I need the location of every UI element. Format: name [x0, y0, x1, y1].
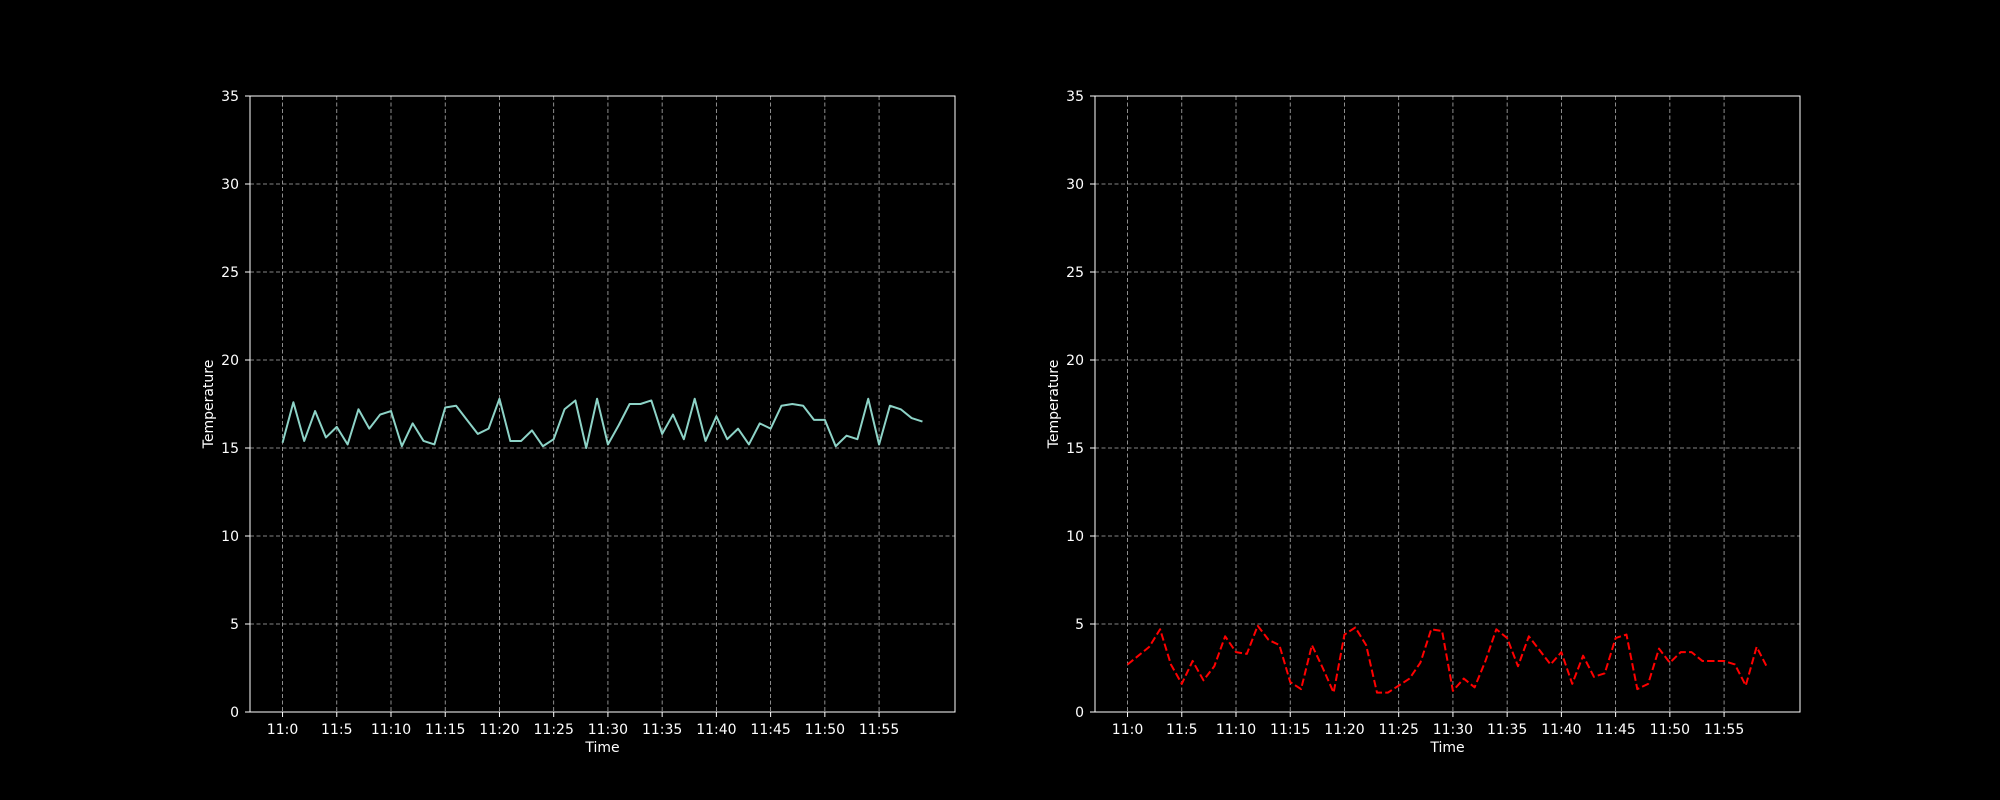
axes-frame	[245, 95, 956, 717]
y-tick-label: 5	[1075, 617, 1084, 633]
x-tick-label: 11:10	[1216, 722, 1256, 738]
x-tick-label: 11:0	[267, 722, 298, 738]
y-tick-label: 15	[1066, 441, 1084, 457]
x-tick-label: 11:20	[479, 722, 519, 738]
x-tick-label: 11:45	[750, 722, 790, 738]
x-tick-label: 11:15	[425, 722, 465, 738]
axes-spines	[1094, 95, 1801, 713]
y-axis-label: Temperature	[201, 360, 217, 450]
series-line	[1126, 624, 1769, 694]
tick-labels: 11:0 11:5 11:10 11:15 11:20 11:25 11:30 11:35 11…	[221, 89, 899, 738]
y-tick-label: 25	[1066, 265, 1084, 281]
chart-left: 11:0 11:5 11:10 11:15 11:20 11:25 11:30 11:35 11…	[201, 89, 956, 756]
x-tick-label: 11:55	[1704, 722, 1744, 738]
x-tick-label: 11:50	[805, 722, 845, 738]
y-tick-label: 25	[221, 265, 239, 281]
plot-area	[1126, 624, 1769, 694]
x-tick-label: 11:5	[1166, 722, 1197, 738]
x-tick-label: 11:30	[1433, 722, 1473, 738]
y-tick-label: 0	[1075, 705, 1084, 721]
y-tick-label: 15	[221, 441, 239, 457]
y-tick-label: 30	[1066, 177, 1084, 193]
x-tick-label: 11:25	[1379, 722, 1419, 738]
plot-area	[281, 397, 923, 449]
x-tick-label: 11:35	[642, 722, 682, 738]
y-tick-label: 10	[1066, 529, 1084, 545]
x-tick-label: 11:5	[321, 722, 352, 738]
y-tick-label: 20	[1066, 353, 1084, 369]
x-tick-label: 11:25	[534, 722, 574, 738]
x-tick-label: 11:0	[1112, 722, 1143, 738]
y-axis-label: Temperature	[1046, 360, 1062, 450]
x-tick-label: 11:40	[696, 722, 736, 738]
y-tick-label: 0	[230, 705, 239, 721]
y-tick-label: 35	[1066, 89, 1084, 105]
x-tick-label: 11:15	[1270, 722, 1310, 738]
y-tick-label: 30	[221, 177, 239, 193]
y-tick-label: 5	[230, 617, 239, 633]
tick-labels: 11:0 11:5 11:10 11:15 11:20 11:25 11:30 11:35 11…	[1066, 89, 1744, 738]
x-tick-label: 11:50	[1650, 722, 1690, 738]
x-axis-label: Time	[1429, 740, 1464, 756]
axes-frame	[1090, 95, 1801, 717]
axes-spines	[249, 95, 956, 713]
x-tick-label: 11:30	[588, 722, 628, 738]
x-tick-label: 11:10	[371, 722, 411, 738]
x-tick-label: 11:35	[1487, 722, 1527, 738]
x-tick-label: 11:20	[1324, 722, 1364, 738]
y-tick-label: 20	[221, 353, 239, 369]
chart-right: 11:0 11:5 11:10 11:15 11:20 11:25 11:30 11:35 11…	[1046, 89, 1801, 756]
x-tick-label: 11:45	[1595, 722, 1635, 738]
x-axis-label: Time	[584, 740, 619, 756]
y-tick-label: 35	[221, 89, 239, 105]
y-tick-label: 10	[221, 529, 239, 545]
x-tick-label: 11:40	[1541, 722, 1581, 738]
x-tick-label: 11:55	[859, 722, 899, 738]
series-line	[281, 397, 923, 449]
